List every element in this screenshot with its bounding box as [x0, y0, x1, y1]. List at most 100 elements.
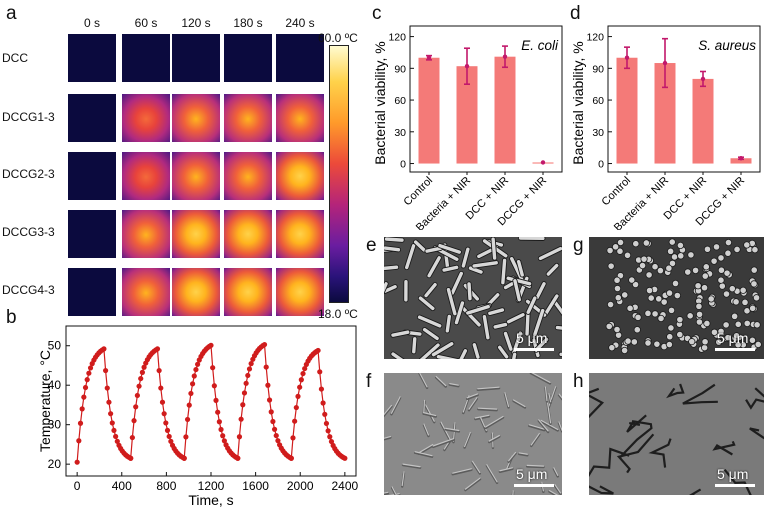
bar	[654, 63, 676, 164]
sem-damaged-cell-highlight	[424, 402, 435, 422]
sem-coccus-cell	[613, 284, 622, 293]
sem-rod-cell	[546, 263, 559, 276]
sem-damaged-cell	[401, 463, 422, 469]
sem-damaged-cell-highlight	[488, 434, 500, 442]
bar	[616, 57, 638, 164]
data-point	[159, 399, 166, 405]
sem-coccus-cell	[753, 321, 761, 329]
sem-coccus-cell	[695, 302, 703, 310]
thermal-image-cell	[224, 34, 272, 82]
sem-coccus-cell	[607, 300, 615, 309]
scale-label-h: 5 μm	[717, 466, 749, 482]
sem-damaged-cell	[434, 376, 447, 388]
data-point	[193, 366, 199, 373]
sem-damaged-cell-highlight	[508, 451, 517, 462]
data-point	[164, 427, 171, 434]
sem-damaged-cell-highlight	[440, 421, 451, 441]
data-point	[183, 434, 189, 440]
sem-damaged-cell	[444, 428, 461, 433]
data-point	[139, 369, 146, 375]
row-label-dccg4: DCCG4-3	[2, 283, 55, 297]
data-point	[261, 341, 268, 348]
panel-label-d: d	[570, 3, 581, 24]
data-point	[327, 434, 333, 440]
data-point	[243, 380, 249, 386]
data-point	[238, 416, 244, 422]
sem-coccus-cell	[614, 294, 622, 302]
sem-coccus-cell	[605, 322, 613, 331]
y-tick-label: 0	[598, 159, 604, 171]
sem-rod-cell	[461, 306, 481, 327]
sem-surface-crack	[616, 433, 655, 474]
sem-damaged-cell-highlight	[540, 419, 559, 431]
sem-damaged-cell-highlight	[518, 452, 528, 455]
sem-rod-cell	[427, 256, 441, 278]
sem-coccus-cell	[687, 251, 695, 259]
sem-damaged-cell-highlight	[548, 393, 552, 403]
data-point	[240, 402, 246, 408]
data-point	[290, 435, 296, 441]
sem-surface-crack	[745, 387, 764, 410]
time-label-0: 0 s	[83, 16, 100, 30]
thermal-image-cell	[122, 94, 170, 142]
sem-coccus-cell	[701, 272, 709, 280]
sem-damaged-cell-highlight	[531, 373, 551, 384]
data-point	[220, 433, 226, 439]
sem-damaged-cell	[384, 405, 393, 418]
sem-coccus-cell	[739, 286, 747, 294]
sem-coccus-cell	[701, 338, 709, 346]
bar-mean-marker	[426, 55, 432, 60]
y-tick-label: 30	[48, 418, 62, 432]
data-point	[275, 438, 281, 444]
sem-coccus-cell	[702, 263, 710, 271]
sem-coccus-cell	[718, 282, 726, 290]
sem-rod-cell	[482, 314, 490, 340]
sem-rod-cell	[472, 261, 498, 268]
data-point	[102, 367, 109, 374]
sem-coccus-cell	[644, 309, 652, 317]
scale-bar-h	[715, 484, 755, 487]
x-tick-label: 2400	[331, 479, 358, 493]
sem-coccus-cell	[695, 310, 704, 318]
x-tick-label: 800	[156, 479, 176, 493]
x-tick-label: Control	[600, 175, 634, 209]
sem-surface-crack	[589, 447, 630, 477]
bar-mean-marker	[738, 156, 744, 161]
sem-rod-cell	[391, 352, 404, 359]
sem-damaged-cell-highlight	[464, 431, 471, 448]
data-point	[195, 361, 201, 367]
data-point	[134, 392, 140, 399]
thermal-image-cell	[172, 210, 220, 258]
sem-damaged-cell	[557, 393, 562, 401]
y-axis-label: Bacterial viability, %	[372, 41, 388, 164]
data-point	[109, 420, 115, 426]
bar-mean-marker	[502, 54, 508, 59]
sem-damaged-cell-highlight	[538, 419, 549, 432]
sem-coccus-cell	[703, 319, 711, 328]
bar	[692, 78, 714, 164]
data-point	[315, 347, 321, 354]
x-axis-label: Time, s	[188, 492, 233, 508]
sem-rod-cell	[412, 337, 417, 354]
sem-damaged-cell-highlight	[528, 424, 545, 430]
sem-rod-cell	[445, 314, 452, 333]
sem-surface-crack	[749, 427, 764, 440]
sem-rod-cell	[488, 308, 505, 316]
data-point	[317, 369, 323, 375]
data-point	[292, 418, 298, 424]
sem-damaged-cell	[525, 465, 545, 469]
data-point	[168, 438, 174, 444]
sem-damaged-cell-highlight	[464, 477, 481, 490]
sem-rod-cell	[472, 343, 480, 359]
sem-coccus-cell	[656, 266, 665, 275]
bar	[730, 158, 752, 164]
sem-damaged-cell	[448, 383, 460, 388]
bar-mean-marker	[464, 64, 470, 69]
sem-damaged-cell-highlight	[499, 467, 514, 472]
sem-damaged-cell-highlight	[422, 412, 437, 417]
data-point	[221, 438, 227, 444]
data-point	[81, 394, 87, 400]
sem-damaged-cell-highlight	[530, 432, 540, 446]
sem-coccus-cell	[645, 271, 653, 279]
sem-damaged-cell	[465, 393, 479, 401]
